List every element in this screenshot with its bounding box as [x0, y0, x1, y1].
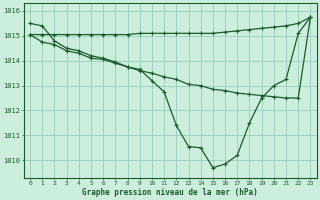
- X-axis label: Graphe pression niveau de la mer (hPa): Graphe pression niveau de la mer (hPa): [82, 188, 258, 197]
